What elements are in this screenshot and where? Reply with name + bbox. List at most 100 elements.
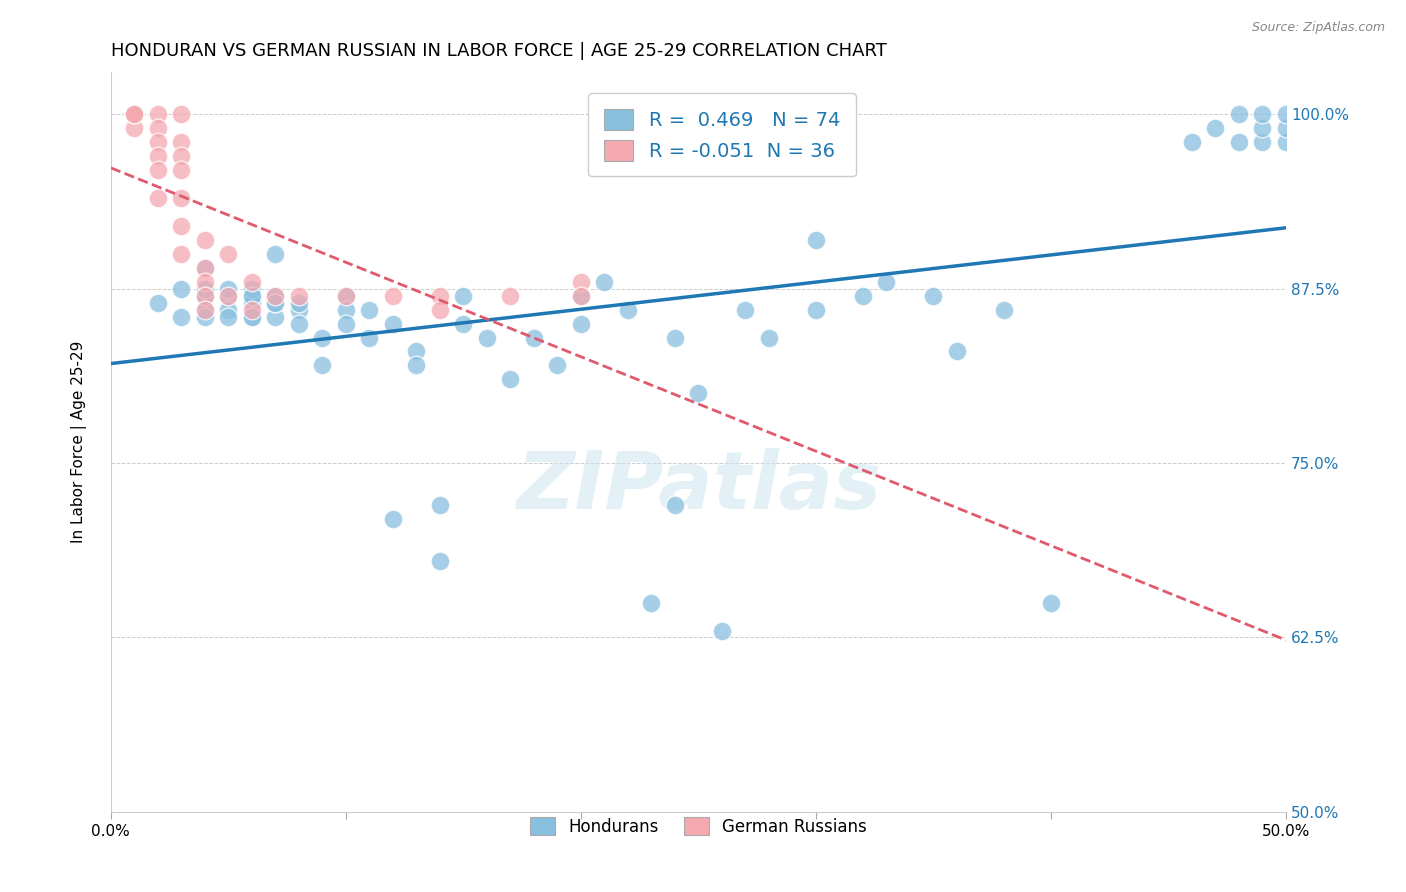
Point [499,288,522,302]
Point [217,288,239,302]
Point [875,275,897,289]
Point [194,310,217,324]
Point [240,295,263,310]
Point [569,288,592,302]
Point [124,107,146,121]
Point [170,310,193,324]
Point [335,288,357,302]
Point [240,275,263,289]
Point [429,302,451,317]
Point [405,344,427,359]
Point [1227,135,1250,149]
Point [264,310,287,324]
Point [381,288,404,302]
Point [1275,121,1298,136]
Point [335,317,357,331]
Point [359,330,381,344]
Point [617,302,640,317]
Point [734,302,756,317]
Point [1275,107,1298,121]
Point [217,282,239,296]
Point [146,121,169,136]
Point [922,288,945,302]
Point [429,498,451,512]
Point [523,330,546,344]
Point [194,275,217,289]
Point [664,498,686,512]
Point [217,247,239,261]
Point [170,135,193,149]
Point [311,330,333,344]
Point [1251,107,1274,121]
Point [993,302,1015,317]
Point [146,163,169,178]
Text: ZIPatlas: ZIPatlas [516,448,882,525]
Point [1251,121,1274,136]
Point [405,359,427,373]
Point [429,554,451,568]
Point [240,310,263,324]
Point [264,288,287,302]
Point [664,330,686,344]
Point [217,302,239,317]
Point [194,288,217,302]
Point [170,163,193,178]
Point [194,302,217,317]
Point [569,288,592,302]
Y-axis label: In Labor Force | Age 25-29: In Labor Force | Age 25-29 [72,341,87,543]
Point [569,317,592,331]
Point [758,330,780,344]
Point [170,247,193,261]
Point [124,121,146,136]
Point [1251,135,1274,149]
Point [264,295,287,310]
Point [288,295,311,310]
Point [217,310,239,324]
Point [475,330,498,344]
Point [264,247,287,261]
Point [453,317,475,331]
Point [194,288,217,302]
Point [170,191,193,205]
Point [688,386,710,401]
Point [288,302,311,317]
Point [124,107,146,121]
Point [453,288,475,302]
Point [593,275,616,289]
Point [359,302,381,317]
Point [146,135,169,149]
Point [804,302,827,317]
Point [240,302,263,317]
Point [146,295,169,310]
Point [194,233,217,247]
Point [170,107,193,121]
Point [264,295,287,310]
Point [240,288,263,302]
Point [335,302,357,317]
Point [124,107,146,121]
Point [194,260,217,275]
Point [429,288,451,302]
Point [1204,121,1226,136]
Point [1227,107,1250,121]
Point [194,282,217,296]
Point [170,282,193,296]
Point [1181,135,1204,149]
Point [499,372,522,386]
Point [124,107,146,121]
Point [1275,135,1298,149]
Point [288,317,311,331]
Text: Source: ZipAtlas.com: Source: ZipAtlas.com [1251,21,1385,34]
Point [170,149,193,163]
Point [569,275,592,289]
Point [381,317,404,331]
Point [852,288,875,302]
Point [804,233,827,247]
Point [311,359,333,373]
Point [264,288,287,302]
Point [710,624,733,638]
Point [240,282,263,296]
Point [1039,596,1062,610]
Point [240,288,263,302]
Point [217,288,239,302]
